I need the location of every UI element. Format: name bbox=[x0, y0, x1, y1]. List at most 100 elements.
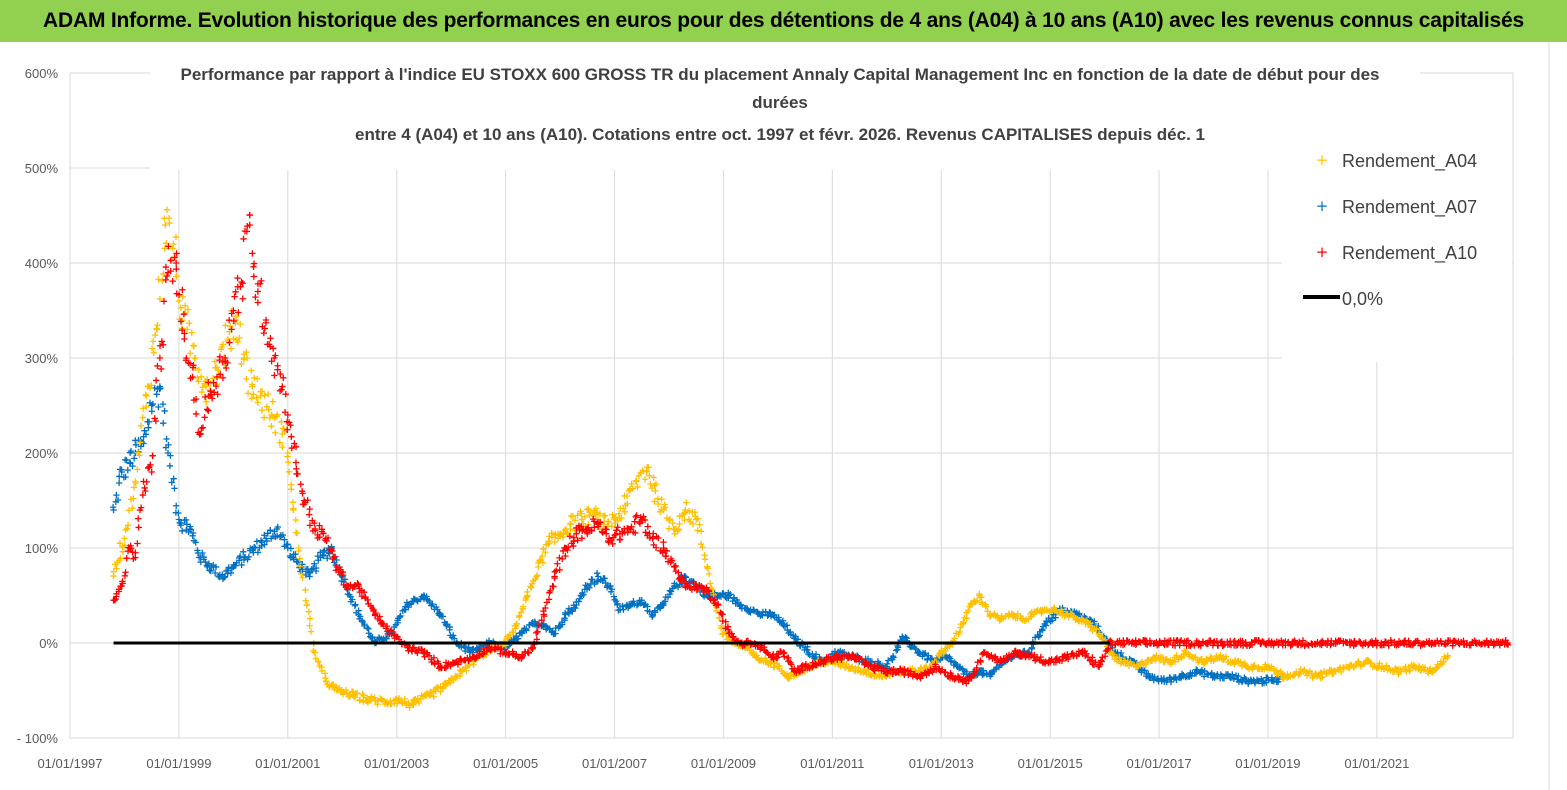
scatter-point bbox=[204, 563, 211, 571]
scatter-point bbox=[396, 613, 404, 621]
scatter-point bbox=[665, 525, 673, 532]
scatter-point bbox=[681, 509, 689, 516]
legend-marker-a10: + bbox=[1316, 243, 1329, 261]
scatter-point bbox=[261, 541, 268, 548]
scatter-point bbox=[619, 505, 627, 512]
scatter-point bbox=[199, 549, 206, 557]
x-tick-label: 01/01/2009 bbox=[691, 756, 756, 771]
scatter-point bbox=[1028, 644, 1036, 652]
scatter-point bbox=[160, 270, 167, 278]
scatter-point bbox=[654, 500, 662, 508]
scatter-point bbox=[794, 636, 802, 643]
x-tick-label: 01/01/2021 bbox=[1344, 756, 1409, 771]
scatter-point bbox=[194, 374, 201, 382]
scatter-point bbox=[183, 521, 191, 528]
scatter-point bbox=[451, 635, 458, 642]
axes: 600% 500% 400% 300% 200% 100% 0% - 100% 01/01/19… bbox=[17, 66, 1410, 771]
y-tick-label: 200% bbox=[25, 446, 59, 461]
scatter-point bbox=[641, 476, 649, 483]
scatter-point bbox=[947, 657, 955, 665]
scatter-point bbox=[651, 609, 659, 616]
scatter-point bbox=[155, 276, 162, 283]
scatter-point bbox=[186, 320, 193, 327]
scatter-point bbox=[443, 680, 451, 688]
scatter-point bbox=[443, 622, 450, 629]
scatter-point bbox=[725, 594, 732, 602]
y-tick-label: 600% bbox=[25, 66, 59, 81]
scatter-point bbox=[113, 565, 120, 572]
data-point bbox=[121, 535, 128, 542]
scatter-point bbox=[712, 607, 720, 615]
scatter-point bbox=[324, 555, 331, 562]
scatter-point bbox=[737, 601, 745, 609]
scatter-point bbox=[221, 573, 229, 580]
x-tick-label: 01/01/1997 bbox=[37, 756, 102, 771]
scatter-point bbox=[171, 485, 178, 492]
scatter-point bbox=[666, 516, 674, 523]
chart-title: Performance par rapport à l'indice EU ST… bbox=[150, 60, 1420, 170]
scatter-point bbox=[238, 360, 245, 368]
x-tick-label: 01/01/1999 bbox=[146, 756, 211, 771]
scatter-point bbox=[587, 509, 594, 516]
scatter-point bbox=[263, 537, 271, 545]
scatter-point bbox=[685, 507, 693, 515]
scatter-point bbox=[236, 553, 244, 560]
scatter-point bbox=[130, 484, 138, 491]
scatter-point bbox=[114, 496, 122, 504]
scatter-point bbox=[227, 345, 235, 352]
scatter-point bbox=[681, 516, 688, 524]
scatter-point bbox=[132, 479, 139, 487]
x-tick-label: 01/01/2001 bbox=[255, 756, 320, 771]
scatter-point bbox=[369, 633, 376, 641]
scatter-point bbox=[240, 355, 248, 363]
scatter-point bbox=[198, 373, 205, 380]
scatter-point bbox=[395, 694, 403, 702]
scatter-point bbox=[665, 516, 673, 524]
scatter-point bbox=[243, 355, 251, 362]
scatter-point bbox=[228, 565, 236, 572]
scatter-point bbox=[284, 459, 292, 466]
scatter-point bbox=[601, 575, 608, 582]
scatter-point bbox=[314, 658, 322, 665]
scatter-point bbox=[153, 325, 160, 332]
scatter-point bbox=[415, 699, 423, 707]
scatter-point bbox=[142, 431, 150, 438]
legend-label-a07: Rendement_A07 bbox=[1342, 197, 1477, 218]
y-tick-label: 100% bbox=[25, 541, 59, 556]
scatter-point bbox=[776, 662, 783, 670]
scatter-point bbox=[288, 486, 295, 493]
scatter-point bbox=[654, 495, 662, 502]
scatter-point bbox=[1039, 623, 1047, 630]
scatter-point bbox=[1192, 670, 1200, 677]
scatter-point bbox=[117, 555, 124, 562]
scatter-point bbox=[296, 555, 304, 562]
scatter-point bbox=[560, 530, 567, 537]
legend: + Rendement_A04 + Rendement_A07 + Rendem… bbox=[1282, 134, 1512, 362]
scatter-point bbox=[155, 403, 162, 411]
scatter-point bbox=[510, 628, 517, 636]
scatter-point bbox=[885, 657, 892, 664]
scatter-point bbox=[222, 322, 229, 329]
banner-title: ADAM Informe. Evolution historique des p… bbox=[43, 9, 1524, 32]
scatter-point bbox=[360, 692, 367, 699]
scatter-point bbox=[868, 658, 876, 665]
scatter-point bbox=[115, 479, 123, 487]
scatter-point bbox=[624, 500, 631, 507]
scatter-point bbox=[167, 452, 174, 459]
scatter-point bbox=[561, 615, 568, 622]
scatter-point bbox=[109, 503, 117, 511]
legend-label-a10: Rendement_A10 bbox=[1342, 243, 1477, 264]
scatter-point bbox=[237, 321, 244, 328]
scatter-point bbox=[191, 355, 198, 362]
scatter-point bbox=[513, 620, 520, 627]
scatter-point bbox=[542, 549, 549, 556]
scatter-point bbox=[143, 403, 150, 411]
scatter-point bbox=[292, 550, 299, 558]
scatter-point bbox=[661, 598, 669, 605]
scatter-point bbox=[963, 615, 970, 622]
scatter-point bbox=[296, 562, 304, 570]
scatter-point bbox=[248, 381, 256, 388]
scatter-point bbox=[201, 380, 208, 387]
scatter-point bbox=[195, 366, 203, 374]
scatter-point bbox=[353, 689, 361, 697]
